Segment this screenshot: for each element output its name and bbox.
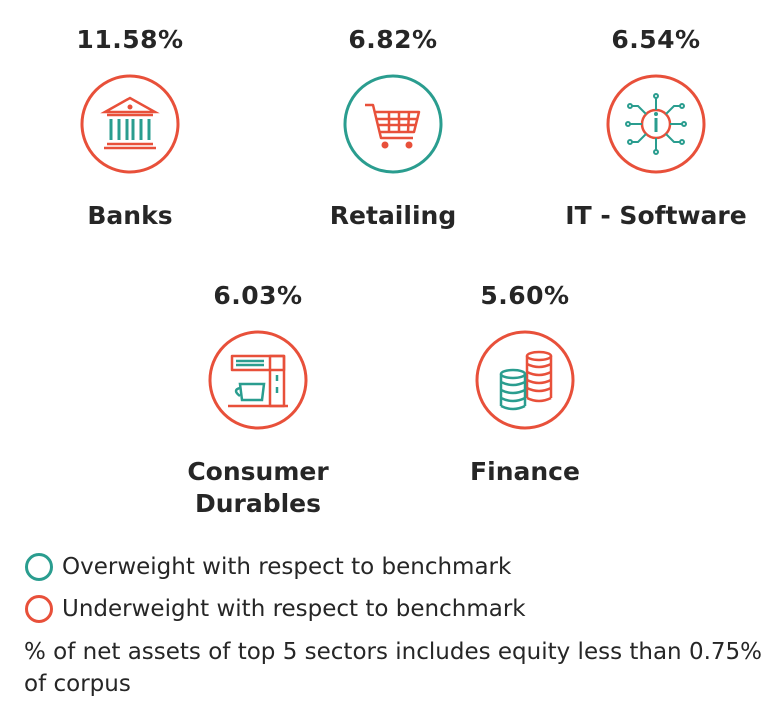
sector-it-software: 6.54% IT - Software <box>546 24 766 232</box>
legend: Overweight with respect to benchmark Und… <box>24 550 526 626</box>
microchip-icon <box>604 72 708 176</box>
coffee-machine-icon <box>206 328 310 432</box>
sector-name: Banks <box>87 201 173 230</box>
footnote: % of net assets of top 5 sectors include… <box>24 639 763 697</box>
sector-percent: 6.54% <box>611 25 701 54</box>
sector-name: Finance <box>470 457 580 486</box>
sector-retailing: 6.82% Retailing <box>283 24 503 232</box>
shopping-cart-icon <box>341 72 445 176</box>
sector-percent: 5.60% <box>480 281 570 310</box>
legend-underweight-label: Underweight with respect to benchmark <box>62 596 526 622</box>
underweight-ring-icon <box>25 595 53 623</box>
coin-stack-icon <box>473 328 577 432</box>
legend-overweight-label: Overweight with respect to benchmark <box>62 554 512 580</box>
bank-building-icon <box>78 72 182 176</box>
sector-consumer-durables: 6.03% Consumer Durables <box>148 280 368 520</box>
sector-name: IT - Software <box>565 201 747 230</box>
sector-name: Consumer Durables <box>187 457 329 518</box>
sector-percent: 11.58% <box>76 25 184 54</box>
sector-name: Retailing <box>329 201 457 230</box>
overweight-ring-icon <box>25 553 53 581</box>
sector-banks: 11.58% Banks <box>20 24 240 232</box>
legend-underweight: Underweight with respect to benchmark <box>24 592 526 626</box>
sector-percent: 6.03% <box>213 281 303 310</box>
legend-overweight: Overweight with respect to benchmark <box>24 550 526 584</box>
sector-percent: 6.82% <box>348 25 438 54</box>
sector-finance: 5.60% Finance <box>415 280 635 488</box>
